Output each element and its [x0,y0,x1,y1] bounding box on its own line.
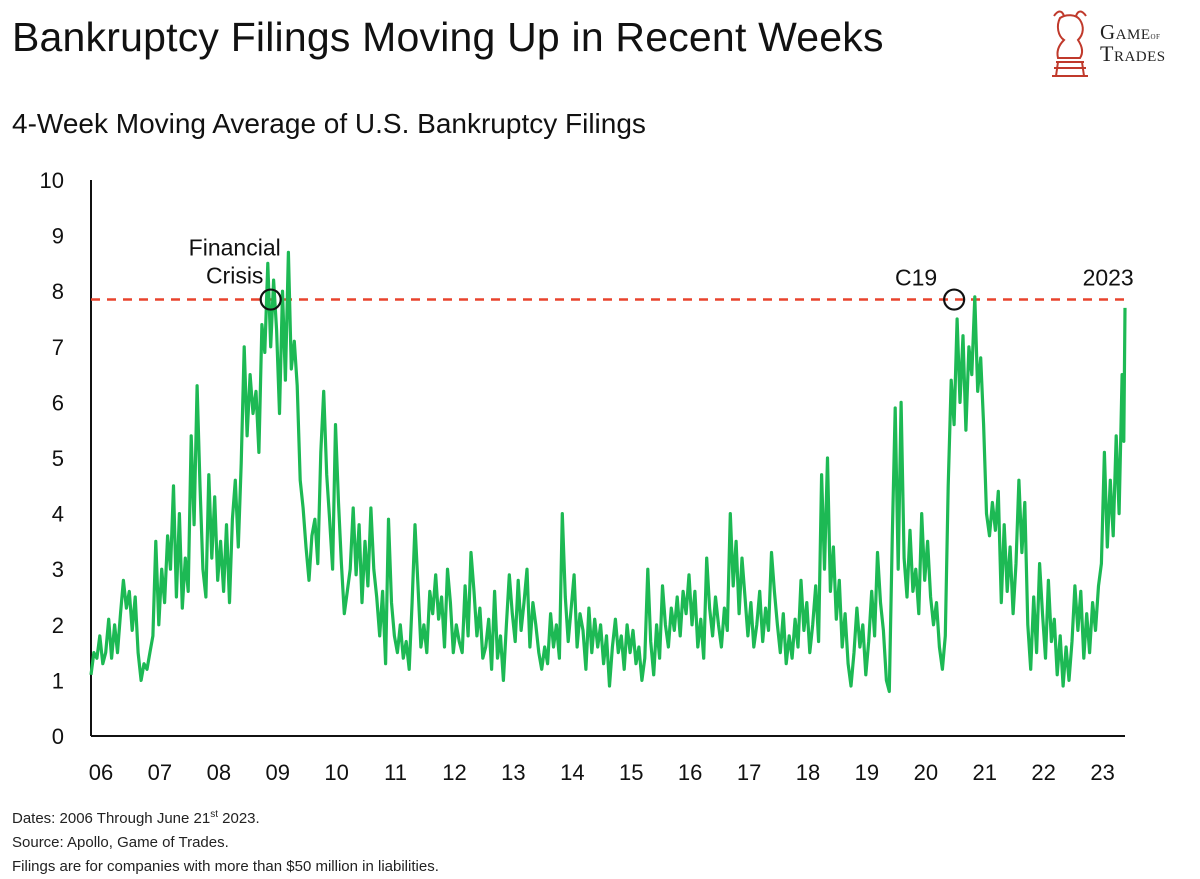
series-line [89,250,1127,694]
x-tick-label: 14 [560,760,584,785]
y-tick-label: 3 [52,557,64,582]
y-tick-label: 4 [52,502,64,527]
y-tick-label: 7 [52,335,64,360]
x-tick-label: 11 [384,760,407,785]
y-tick-label: 6 [52,390,64,415]
annotation-circle [943,288,966,311]
annotation-label: 2023 [1083,265,1134,291]
annotation-label: C19 [895,265,937,291]
y-tick-label: 8 [52,279,64,304]
logo-word-game: Game [1100,20,1151,44]
x-tick-label: 22 [1031,760,1055,785]
y-tick-label: 5 [52,446,64,471]
x-tick-label: 15 [619,760,643,785]
y-tick-label: 10 [40,168,64,193]
footnote-filings: Filings are for companies with more than… [12,858,439,875]
x-tick-label: 19 [855,760,879,785]
chart-title: Bankruptcy Filings Moving Up in Recent W… [12,14,884,60]
x-tick-label: 13 [501,760,525,785]
x-tick-label: 23 [1090,760,1114,785]
y-tick-label: 9 [52,224,64,249]
footnotes: Dates: 2006 Through June 21st 2023. Sour… [12,803,439,879]
x-tick-label: 06 [89,760,113,785]
brand-logo: Gameof Trades [1044,6,1194,82]
logo-word-of: of [1150,31,1161,42]
x-tick-label: 07 [148,760,172,785]
x-tick-label: 09 [266,760,290,785]
logo-word-trades: Trades [1100,41,1166,66]
x-tick-label: 17 [737,760,761,785]
y-tick-label: 1 [52,668,64,693]
y-tick-label: 2 [52,613,64,638]
annotation-label: Crisis [206,263,264,289]
x-tick-label: 12 [442,760,466,785]
x-tick-label: 18 [796,760,820,785]
x-tick-label: 16 [678,760,702,785]
x-tick-label: 21 [973,760,997,785]
annotation-circle [259,288,282,311]
y-tick-label: 0 [52,724,64,749]
footnote-dates: Dates: 2006 Through June 21st 2023. [12,809,260,827]
x-tick-label: 10 [324,760,348,785]
annotation-label: Financial [189,235,281,261]
bull-knight-chess-icon [1052,10,1088,77]
chart-subtitle: 4-Week Moving Average of U.S. Bankruptcy… [12,108,646,139]
footnote-source: Source: Apollo, Game of Trades. [12,834,229,851]
x-tick-label: 20 [914,760,938,785]
x-tick-label: 08 [207,760,231,785]
